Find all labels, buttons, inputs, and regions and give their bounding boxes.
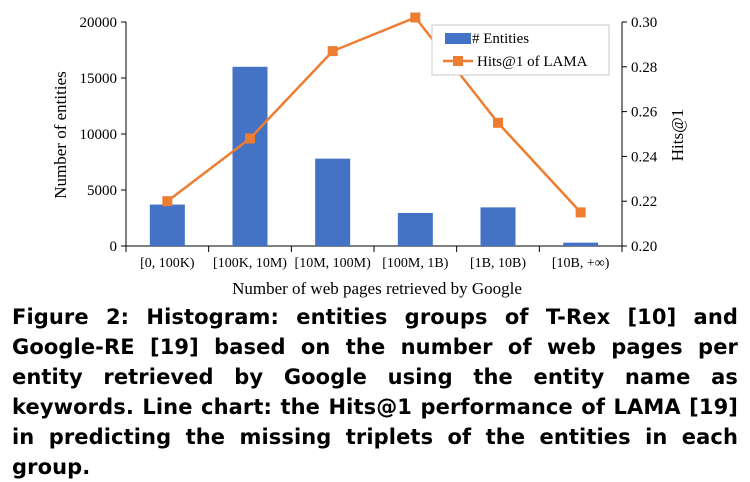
right-y-axis: 0.20 0.22 0.24 0.26 0.28 0.30	[621, 15, 658, 255]
legend-line-marker	[453, 56, 463, 66]
bar	[315, 158, 351, 246]
x-tick-label: [0, 100K)	[140, 256, 195, 271]
x-axis: [0, 100K) [100K, 10M) [10M, 100M) [100M, 1B…	[125, 245, 623, 271]
bar	[149, 204, 185, 246]
figure-caption: Figure 2: Histogram: entities groups of …	[12, 305, 738, 479]
left-tick-label: 10000	[80, 127, 118, 143]
y-axis-label-right: Hits@1	[668, 109, 687, 162]
right-tick-label: 0.20	[631, 239, 657, 255]
line-marker	[410, 12, 421, 23]
left-tick-label: 15000	[80, 71, 118, 87]
right-tick-label: 0.28	[631, 60, 657, 76]
line-marker	[493, 117, 503, 128]
legend-bar-swatch	[445, 33, 471, 44]
line-path	[166, 16, 582, 214]
x-tick-label: [1B, 10B)	[470, 256, 526, 271]
left-tick-label: 20000	[80, 15, 118, 31]
x-tick-label: [100M, 1B)	[382, 256, 448, 271]
left-tick-label: 5000	[87, 183, 117, 199]
bar-series	[149, 66, 599, 246]
y-axis-label-left: Number of entities	[51, 71, 70, 198]
x-axis-label: Number of web pages retrieved by Google	[232, 279, 522, 298]
legend: # Entities Hits@1 of LAMA	[431, 24, 610, 76]
left-y-axis: 0 5000 10000 15000 20000	[80, 15, 127, 255]
right-tick-label: 0.24	[631, 149, 658, 165]
line-marker	[575, 207, 586, 218]
x-tick-label: [10M, 100M)	[295, 256, 372, 271]
right-tick-label: 0.30	[631, 15, 657, 31]
line-series	[162, 12, 586, 218]
line-marker	[162, 196, 173, 207]
bar	[397, 212, 433, 246]
legend-bar-label: # Entities	[472, 31, 529, 47]
bar	[232, 66, 268, 246]
x-tick-label: [100K, 10M)	[213, 256, 287, 271]
left-tick-label: 0	[110, 239, 118, 255]
line-marker	[327, 46, 338, 57]
x-tick-label: [10B, +∞)	[552, 256, 610, 271]
line-marker	[245, 133, 255, 144]
right-tick-label: 0.26	[631, 105, 658, 121]
bar	[563, 242, 599, 246]
bar	[480, 207, 516, 246]
legend-line-label: Hits@1 of LAMA	[477, 54, 588, 70]
right-tick-label: 0.22	[631, 194, 657, 210]
